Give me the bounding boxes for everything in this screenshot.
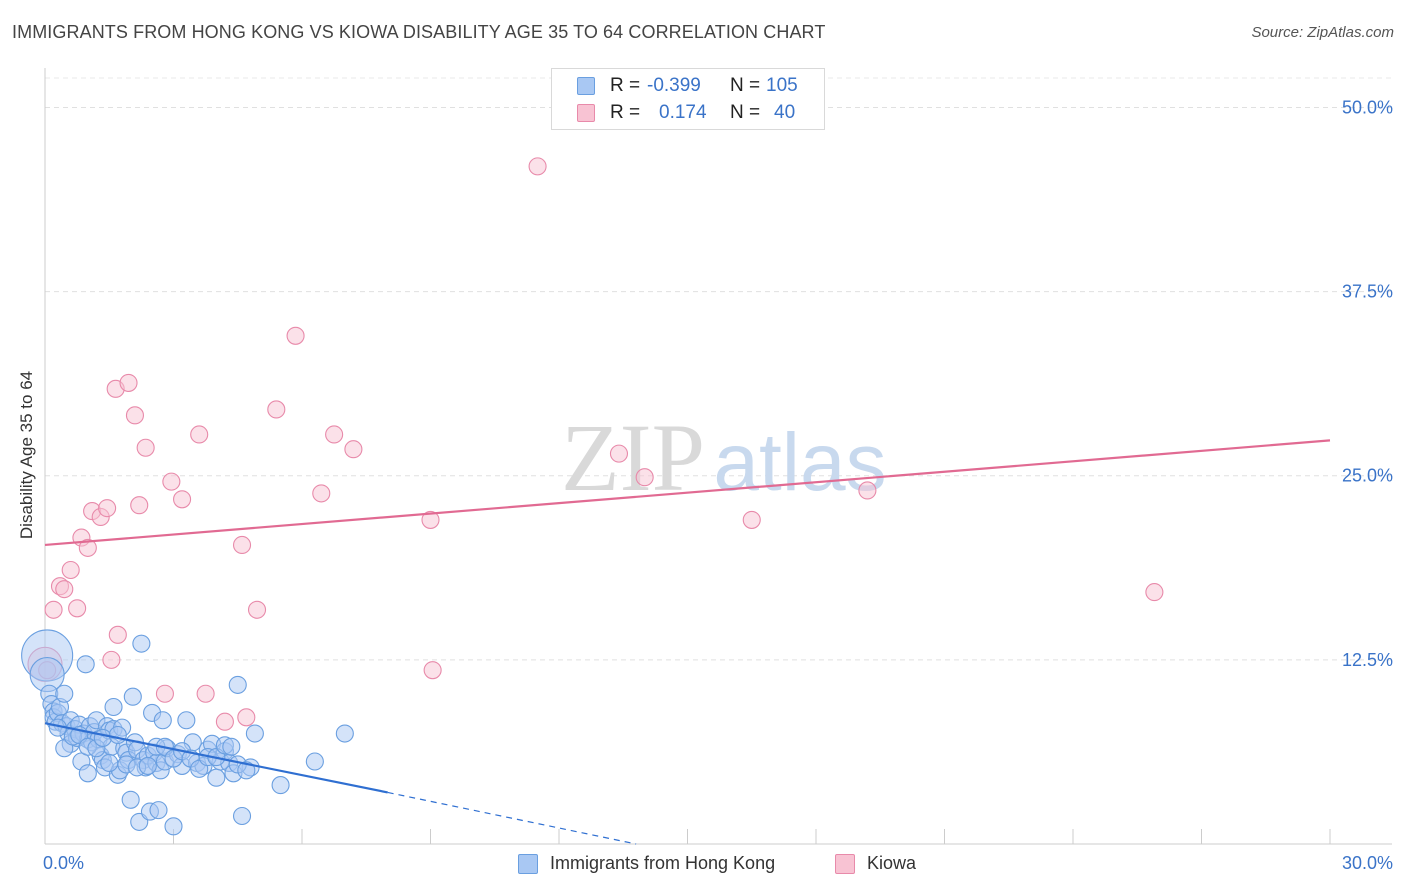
kiowa-point: [1145, 583, 1164, 602]
bottom-legend-swatch-kiowa: [835, 854, 855, 874]
kiowa-trendline: [44, 439, 1331, 547]
source-label: Source: ZipAtlas.com: [1251, 24, 1394, 41]
kiowa-point: [61, 560, 80, 580]
chart-title: IMMIGRANTS FROM HONG KONG VS KIOWA DISAB…: [12, 22, 826, 42]
hong-kong-point: [305, 752, 324, 771]
kiowa-point: [125, 406, 144, 425]
hong-kong-point: [55, 684, 74, 703]
hong-kong-point: [177, 711, 196, 730]
kiowa-point: [215, 712, 234, 731]
hong-kong-point: [100, 753, 119, 773]
kiowa-point: [232, 535, 252, 555]
kiowa-point: [312, 484, 331, 503]
hong-kong-trendline-extension: [387, 791, 637, 845]
kiowa-point: [44, 600, 63, 619]
kiowa-point: [267, 400, 286, 419]
hong-kong-point: [207, 768, 226, 787]
hong-kong-trendline: [44, 722, 388, 794]
grid-lines: [45, 77, 1392, 661]
bottom-legend-label-hong-kong: Immigrants from Hong Kong: [550, 853, 776, 873]
hong-kong-point: [121, 790, 140, 809]
axes: [44, 68, 1392, 845]
legend-n-value: 105: [766, 75, 798, 96]
kiowa-point: [78, 538, 97, 557]
kiowa-point: [190, 425, 209, 444]
kiowa-point: [421, 510, 440, 529]
legend-r-label: R =: [610, 75, 641, 96]
y-axis-label: Disability Age 35 to 64: [17, 370, 36, 540]
legend-r-label: R =: [610, 102, 641, 123]
kiowa-point: [325, 425, 344, 444]
hong-kong-point: [228, 675, 247, 694]
kiowa-point: [119, 373, 138, 392]
hong-kong-point: [76, 655, 95, 674]
x-tick-label: 30.0%: [1342, 853, 1393, 873]
bottom-legend-swatch-hong-kong: [518, 854, 538, 874]
legend-swatch-kiowa: [577, 104, 595, 122]
kiowa-point: [68, 599, 87, 618]
kiowa-point: [98, 499, 117, 518]
kiowa-point: [155, 684, 174, 703]
hong-kong-point: [108, 725, 127, 745]
legend-swatch-hong-kong: [577, 77, 595, 95]
correlation-legend: R = -0.399 N = 105 R = 0.174 N = 40: [551, 68, 825, 130]
y-tick-label: 12.5%: [1342, 650, 1393, 670]
kiowa-point: [136, 438, 155, 457]
hong-kong-point: [222, 737, 241, 756]
hong-kong-points: [21, 629, 354, 836]
kiowa-point: [344, 440, 363, 459]
watermark: ZIP atlas: [561, 404, 887, 511]
hong-kong-point: [153, 711, 172, 730]
watermark-atlas: atlas: [713, 417, 886, 508]
y-tick-label: 25.0%: [1342, 466, 1393, 486]
x-tick-label: 0.0%: [43, 853, 84, 873]
kiowa-point: [528, 157, 547, 176]
kiowa-point: [173, 490, 192, 509]
hong-kong-point: [78, 764, 97, 783]
tick-labels: 12.5% 25.0% 37.5% 50.0% 0.0% 30.0%: [43, 97, 1393, 873]
legend-n-label: N =: [730, 102, 761, 123]
hong-kong-point: [271, 776, 290, 795]
kiowa-point: [162, 472, 181, 491]
hong-kong-point: [149, 801, 168, 820]
kiowa-point: [102, 650, 121, 669]
kiowa-point: [196, 684, 215, 703]
kiowa-point: [609, 444, 629, 463]
kiowa-point: [237, 708, 256, 727]
hong-kong-point: [237, 761, 256, 780]
hong-kong-point: [335, 724, 354, 743]
hong-kong-point: [245, 724, 264, 743]
hong-kong-point: [104, 697, 123, 717]
kiowa-point: [423, 661, 442, 680]
hong-kong-point: [138, 756, 157, 775]
hong-kong-point: [132, 634, 151, 653]
legend-r-value: -0.399: [647, 75, 701, 96]
kiowa-point: [247, 600, 267, 619]
hong-kong-point: [164, 817, 183, 836]
y-tick-label: 50.0%: [1342, 97, 1393, 117]
watermark-zip: ZIP: [561, 404, 705, 511]
hong-kong-point: [232, 806, 252, 826]
legend-n-label: N =: [730, 75, 761, 96]
y-tick-label: 37.5%: [1342, 282, 1393, 302]
legend-n-value: 40: [774, 102, 796, 123]
trendlines: [44, 439, 1331, 845]
legend-r-value: 0.174: [659, 102, 707, 123]
kiowa-point: [130, 496, 149, 515]
kiowa-point: [635, 468, 654, 487]
kiowa-point: [108, 625, 127, 644]
kiowa-point: [742, 510, 761, 529]
hong-kong-point: [123, 687, 142, 706]
bottom-legend-label-kiowa: Kiowa: [867, 853, 917, 873]
kiowa-point: [55, 580, 74, 599]
kiowa-point: [858, 481, 877, 500]
kiowa-point: [286, 326, 305, 345]
hong-kong-point: [93, 728, 112, 747]
